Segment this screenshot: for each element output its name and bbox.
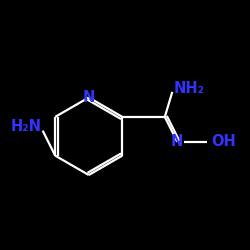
Text: N: N [171,134,183,149]
Text: N: N [82,90,95,105]
Text: H₂N: H₂N [10,120,42,134]
Text: NH₂: NH₂ [174,80,204,96]
Text: OH: OH [211,134,236,149]
